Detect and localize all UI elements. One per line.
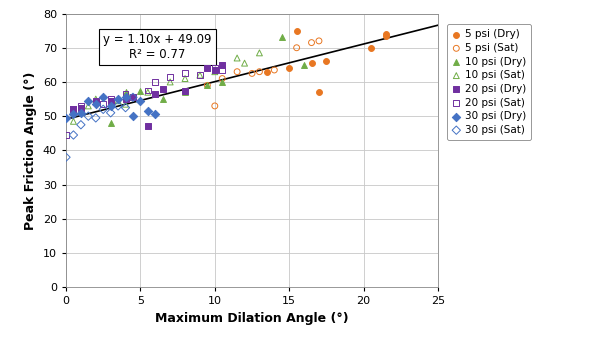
10 psi (Dry) — [299, 62, 309, 68]
30 psi (Dry) — [143, 108, 152, 114]
10 psi (Dry) — [180, 90, 190, 95]
5 psi (Sat) — [292, 45, 301, 50]
20 psi (Sat) — [151, 79, 160, 84]
20 psi (Dry) — [210, 67, 220, 73]
5 psi (Sat) — [307, 40, 316, 45]
30 psi (Sat) — [76, 122, 86, 127]
30 psi (Dry) — [91, 101, 101, 107]
20 psi (Sat) — [121, 91, 130, 97]
10 psi (Sat) — [113, 98, 123, 103]
20 psi (Sat) — [210, 66, 220, 71]
20 psi (Dry) — [143, 124, 152, 129]
30 psi (Dry) — [76, 110, 86, 116]
10 psi (Dry) — [158, 96, 167, 102]
10 psi (Sat) — [240, 61, 250, 66]
30 psi (Dry) — [106, 103, 115, 108]
5 psi (Dry) — [322, 59, 331, 64]
20 psi (Sat) — [106, 96, 115, 102]
20 psi (Sat) — [76, 103, 86, 108]
10 psi (Dry) — [203, 83, 212, 88]
30 psi (Dry) — [68, 112, 78, 117]
5 psi (Dry) — [381, 33, 391, 39]
30 psi (Dry) — [98, 95, 108, 100]
20 psi (Dry) — [128, 95, 138, 100]
20 psi (Sat) — [195, 72, 205, 78]
5 psi (Dry) — [366, 45, 376, 50]
20 psi (Dry) — [106, 98, 115, 103]
5 psi (Sat) — [203, 83, 212, 88]
Y-axis label: Peak Friction Angle (°): Peak Friction Angle (°) — [24, 71, 37, 230]
30 psi (Dry) — [151, 112, 160, 117]
5 psi (Dry) — [314, 90, 324, 95]
20 psi (Dry) — [203, 66, 212, 71]
20 psi (Dry) — [217, 62, 227, 68]
10 psi (Sat) — [68, 119, 78, 124]
20 psi (Sat) — [180, 71, 190, 76]
20 psi (Dry) — [121, 96, 130, 102]
30 psi (Sat) — [98, 107, 108, 112]
5 psi (Dry) — [262, 69, 272, 74]
X-axis label: Maximum Dilation Angle (°): Maximum Dilation Angle (°) — [155, 312, 349, 325]
20 psi (Dry) — [180, 88, 190, 93]
30 psi (Sat) — [121, 105, 130, 110]
5 psi (Dry) — [292, 28, 301, 33]
20 psi (Dry) — [76, 105, 86, 110]
20 psi (Dry) — [91, 100, 101, 105]
5 psi (Sat) — [247, 71, 257, 76]
30 psi (Dry) — [61, 115, 71, 121]
20 psi (Sat) — [61, 132, 71, 138]
10 psi (Sat) — [210, 69, 220, 74]
30 psi (Sat) — [106, 110, 115, 116]
30 psi (Sat) — [61, 154, 71, 160]
5 psi (Sat) — [232, 69, 242, 74]
20 psi (Sat) — [217, 67, 227, 73]
5 psi (Sat) — [210, 103, 220, 108]
10 psi (Sat) — [166, 79, 175, 84]
30 psi (Dry) — [83, 98, 93, 103]
20 psi (Sat) — [143, 88, 152, 93]
30 psi (Dry) — [136, 98, 145, 103]
10 psi (Sat) — [143, 90, 152, 95]
20 psi (Dry) — [158, 86, 167, 92]
20 psi (Sat) — [91, 98, 101, 103]
10 psi (Sat) — [121, 101, 130, 107]
10 psi (Sat) — [180, 76, 190, 81]
10 psi (Sat) — [232, 55, 242, 61]
20 psi (Sat) — [68, 107, 78, 112]
20 psi (Sat) — [166, 74, 175, 79]
30 psi (Sat) — [113, 103, 123, 108]
10 psi (Dry) — [106, 120, 115, 126]
5 psi (Sat) — [269, 67, 279, 73]
20 psi (Dry) — [151, 91, 160, 97]
5 psi (Sat) — [314, 38, 324, 44]
20 psi (Dry) — [68, 107, 78, 112]
10 psi (Dry) — [217, 79, 227, 84]
20 psi (Sat) — [98, 101, 108, 107]
30 psi (Dry) — [113, 96, 123, 102]
Legend: 5 psi (Dry), 5 psi (Sat), 10 psi (Dry), 10 psi (Sat), 20 psi (Dry), 20 psi (Sat): 5 psi (Dry), 5 psi (Sat), 10 psi (Dry), … — [447, 24, 531, 140]
10 psi (Sat) — [91, 96, 101, 102]
10 psi (Sat) — [195, 72, 205, 78]
5 psi (Dry) — [307, 61, 316, 66]
5 psi (Sat) — [217, 76, 227, 81]
10 psi (Dry) — [121, 90, 130, 95]
30 psi (Sat) — [83, 114, 93, 119]
30 psi (Sat) — [68, 132, 78, 138]
10 psi (Dry) — [136, 88, 145, 93]
30 psi (Dry) — [128, 114, 138, 119]
30 psi (Dry) — [121, 95, 130, 100]
30 psi (Sat) — [128, 95, 138, 100]
5 psi (Sat) — [254, 69, 264, 74]
5 psi (Dry) — [284, 66, 294, 71]
Text: y = 1.10x + 49.09
R² = 0.77: y = 1.10x + 49.09 R² = 0.77 — [103, 33, 211, 61]
5 psi (Dry) — [381, 31, 391, 37]
10 psi (Dry) — [277, 35, 287, 40]
10 psi (Sat) — [83, 103, 93, 108]
30 psi (Sat) — [91, 115, 101, 121]
10 psi (Sat) — [254, 50, 264, 55]
